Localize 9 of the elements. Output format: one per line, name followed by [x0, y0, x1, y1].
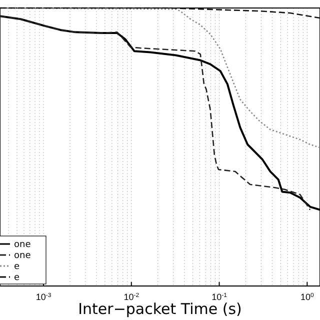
- legend-label: one: [14, 240, 32, 250]
- x-tick-label: 10$^{-1}$: [212, 292, 228, 302]
- legend-label: e: [14, 262, 20, 272]
- x-tick-label: 10$^{-3}$: [36, 292, 52, 302]
- x-tick-label: 10$^{-2}$: [124, 292, 140, 302]
- legend-label: e: [14, 273, 20, 283]
- x-axis-title: Inter−packet Time (s): [78, 300, 242, 318]
- x-tick-label: 10$^{0}$: [300, 292, 314, 302]
- legend-label: one: [14, 251, 32, 261]
